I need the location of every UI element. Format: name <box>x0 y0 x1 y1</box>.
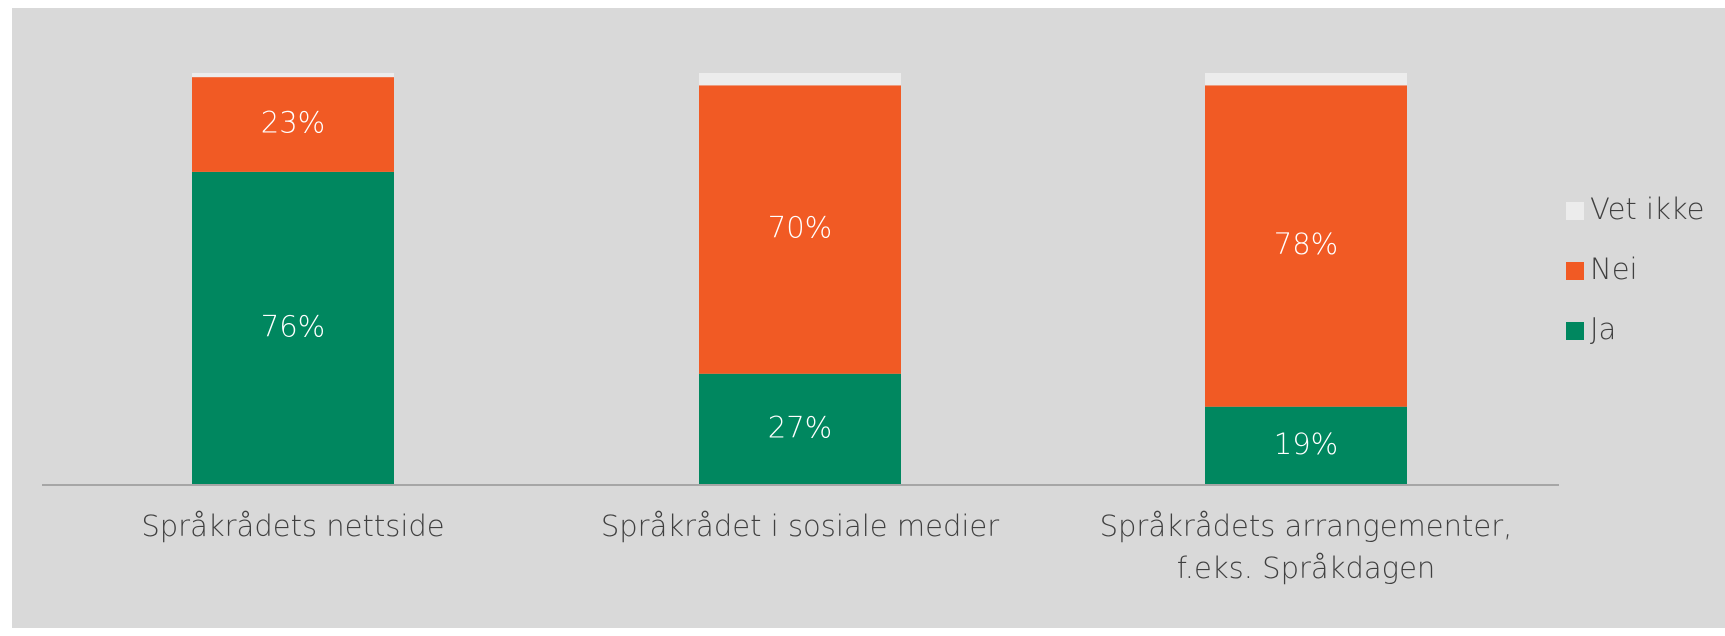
x-tick-label: Språkrådet i sosiale medier <box>600 509 1000 543</box>
data-label: 19% <box>1274 427 1338 461</box>
data-label: 23% <box>261 106 325 140</box>
data-label: 76% <box>261 309 325 343</box>
bar-segment <box>1205 73 1407 86</box>
bar-segment <box>192 171 394 485</box>
legend-label: Vet ikke <box>1590 192 1704 226</box>
bar-segment <box>699 85 901 374</box>
bar-segment <box>699 73 901 86</box>
legend-swatch <box>1566 202 1584 220</box>
bar-segment <box>192 73 394 78</box>
legend-label: Ja <box>1590 312 1616 346</box>
legend-swatch <box>1566 322 1584 340</box>
legend-label: Nei <box>1590 252 1638 286</box>
bar-segment <box>699 373 901 485</box>
bar-segment <box>1205 406 1407 485</box>
bar-segment <box>1205 85 1407 407</box>
bar-segment <box>192 77 394 172</box>
data-label: 78% <box>1274 227 1338 261</box>
legend-swatch <box>1566 262 1584 280</box>
data-label: 27% <box>768 410 832 444</box>
x-tick-label: Språkrådets nettside <box>141 509 445 543</box>
x-tick-label: Språkrådets arrangementer, f.eks. Språkd… <box>1099 509 1513 585</box>
data-label: 70% <box>768 211 832 245</box>
